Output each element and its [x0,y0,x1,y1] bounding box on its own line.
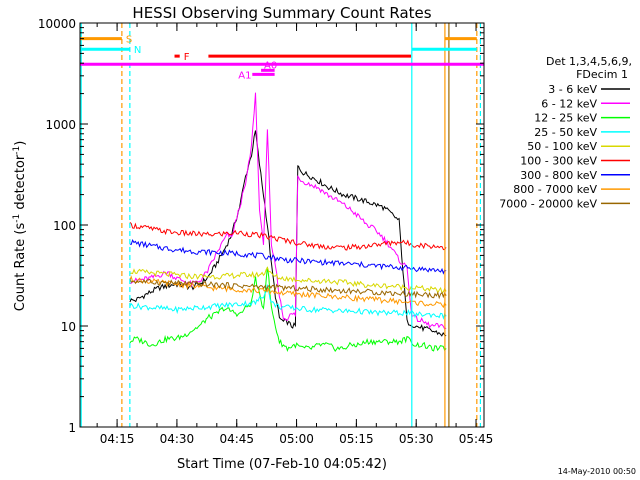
legend-label-300-800-kev: 300 - 800 keV [520,169,597,182]
y-axis-label-mid: detector [13,154,28,214]
legend-label-100-300-kev: 100 - 300 keV [520,155,597,168]
x-tick-label-04-15: 04:15 [100,432,135,446]
series-line-25-50-kev [129,284,447,320]
series-line-7000-20000-kev [129,278,447,300]
y-axis-label-sup1: -1 [12,214,22,223]
series-line-50-100-kev [129,266,447,294]
footer-date: 14-May-2010 00:50 [558,467,636,476]
state-bar-label-s: S [126,35,132,46]
legend-heading-1: Det 1,3,4,5,6,9, [546,55,632,68]
y-axis-label-main: Count Rate (s [13,223,28,312]
series-line-800-7000-kev [129,275,447,309]
legend-label-50-100-kev: 50 - 100 keV [527,140,597,153]
legend-heading-2: FDecim 1 [576,68,628,81]
legend-label-800-7000-kev: 800 - 7000 keV [513,183,597,196]
x-tick-label-05-15: 05:15 [339,432,374,446]
series-line-3-6-kev [129,130,447,337]
legend-label-3-6-kev: 3 - 6 keV [548,83,597,96]
y-axis-label: Count Rate (s-1 detector-1) [12,141,28,312]
chart-title: HESSI Observing Summary Count Rates [132,4,431,22]
series-line-12-25-kev [129,266,447,353]
y-tick-label-1000: 1000 [45,118,76,132]
state-bars-layer: SN F A0 A1 [80,35,484,81]
y-axis-label-end: ) [13,141,28,146]
x-axis-label: Start Time (07-Feb-10 04:05:42) [177,457,387,472]
state-bar-label-f: F [184,52,190,63]
x-tick-label-04-30: 04:30 [160,432,195,446]
series-layer [129,92,447,353]
y-tick-label-100: 100 [53,219,76,233]
y-tick-label-1: 1 [68,421,76,435]
legend-label-12-25-kev: 12 - 25 keV [534,112,597,125]
y-tick-label-10: 10 [61,320,76,334]
x-tick-label-05-00: 05:00 [279,432,314,446]
series-line-100-300-kev [129,222,447,251]
x-tick-label-05-30: 05:30 [399,432,434,446]
state-bar-label-a0: A0 [264,60,277,71]
y-tick-label-10000: 10000 [38,17,76,31]
series-line-300-800-kev [129,239,447,275]
x-tick-label-05-45: 05:45 [459,432,494,446]
legend-label-25-50-kev: 25 - 50 keV [534,126,597,139]
y-axis: 1 10 100 1000 10000 [38,17,484,435]
y-axis-label-sup2: -1 [12,146,22,155]
state-bar-label-a1: A1 [238,70,251,81]
legend-label-6-12-kev: 6 - 12 keV [541,97,597,110]
series-line-6-12-kev [129,92,447,330]
state-bar-label-n: N [134,45,141,56]
legend-label-7000-20000-kev: 7000 - 20000 keV [499,197,597,210]
x-axis: 04:15 04:30 04:45 05:00 05:15 05:30 05:45 [96,23,494,446]
x-tick-label-04-45: 04:45 [219,432,254,446]
